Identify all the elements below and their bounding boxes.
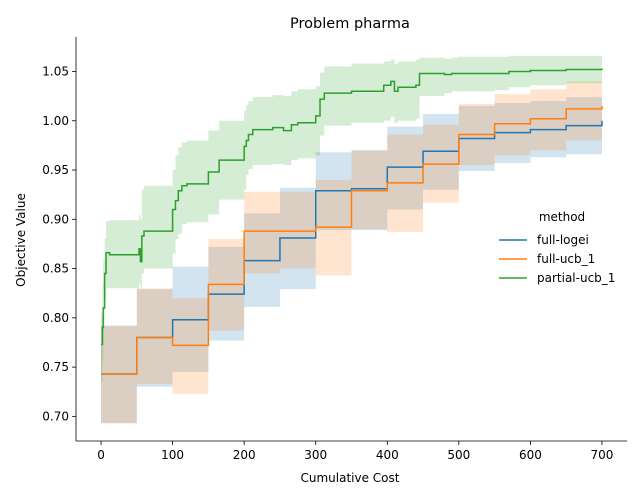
confidence-bands (101, 55, 602, 424)
y-tick-label: 0.70 (42, 409, 69, 423)
line-partial-ucb_1 (101, 68, 603, 346)
x-tick-label: 500 (447, 448, 470, 462)
series-lines (101, 68, 603, 375)
line-full-logei (101, 120, 603, 375)
y-tick-label: 1.05 (42, 64, 69, 78)
band-partial-ucb_1 (101, 55, 602, 382)
x-tick-label: 0 (97, 448, 105, 462)
x-tick-label: 300 (304, 448, 327, 462)
y-tick-label: 1.00 (42, 114, 69, 128)
band-full-ucb_1 (101, 76, 602, 424)
line-full-ucb_1 (101, 105, 603, 375)
y-tick-label: 0.85 (42, 262, 69, 276)
chart-title: Problem pharma (290, 16, 410, 32)
x-tick-label: 700 (591, 448, 614, 462)
y-tick-label: 0.80 (42, 311, 69, 325)
legend-label-partial-ucb_1: partial-ucb_1 (537, 271, 615, 285)
y-axis-label: Objective Value (14, 193, 28, 287)
y-tick-label: 0.95 (42, 163, 69, 177)
x-tick-label: 600 (519, 448, 542, 462)
axes: 0 100 200 300 400 500 600 700 0.70 0.75 0.80 0.85 0.… (42, 37, 627, 462)
x-tick-label: 100 (161, 448, 184, 462)
legend-label-full-logei: full-logei (537, 233, 589, 247)
x-axis-label: Cumulative Cost (301, 471, 400, 485)
legend-title: method (539, 210, 585, 224)
band-full-logei (101, 86, 602, 424)
legend-label-full-ucb_1: full-ucb_1 (537, 252, 595, 266)
legend: method full-logei full-ucb_1 partial-ucb_1 (499, 210, 615, 285)
y-tick-label: 0.75 (42, 360, 69, 374)
x-tick-label: 400 (376, 448, 399, 462)
y-tick-label: 0.90 (42, 212, 69, 226)
x-tick-label: 200 (233, 448, 256, 462)
